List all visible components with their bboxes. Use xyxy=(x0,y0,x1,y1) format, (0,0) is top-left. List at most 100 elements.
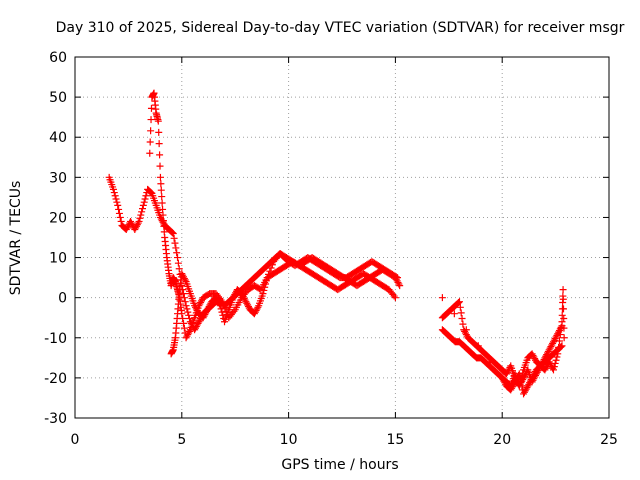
data-point xyxy=(201,311,209,319)
data-point xyxy=(205,302,213,310)
data-point xyxy=(147,104,155,112)
data-point xyxy=(117,217,125,225)
data-point xyxy=(532,370,540,378)
data-point xyxy=(220,301,228,309)
data-point xyxy=(146,138,154,146)
x-tick-label: 10 xyxy=(280,432,298,448)
data-point xyxy=(175,265,183,273)
data-point xyxy=(181,298,189,306)
data-point xyxy=(553,353,561,361)
data-point xyxy=(146,188,154,196)
data-point xyxy=(180,319,188,327)
data-point xyxy=(168,229,176,237)
data-point xyxy=(503,368,511,376)
data-point xyxy=(157,180,165,188)
data-point xyxy=(462,326,470,334)
data-point xyxy=(547,343,555,351)
data-point xyxy=(110,189,118,197)
data-point xyxy=(191,324,199,332)
data-point xyxy=(219,311,227,319)
data-point xyxy=(519,375,527,383)
data-point xyxy=(185,315,193,323)
data-point xyxy=(183,332,191,340)
data-point xyxy=(183,305,191,313)
data-point xyxy=(185,311,193,319)
data-point xyxy=(134,219,142,227)
data-point xyxy=(542,364,550,372)
data-point xyxy=(555,337,563,345)
data-point xyxy=(114,201,122,209)
data-point xyxy=(560,334,568,342)
data-point xyxy=(181,276,189,284)
data-point xyxy=(549,364,557,372)
data-point xyxy=(456,303,464,311)
data-point xyxy=(127,217,135,225)
data-point xyxy=(549,338,557,346)
y-tick-label: 60 xyxy=(49,50,67,66)
data-point xyxy=(502,370,510,378)
y-tick-label: 50 xyxy=(49,90,67,106)
data-point xyxy=(147,189,155,197)
data-point xyxy=(540,355,548,363)
data-point xyxy=(142,192,150,200)
data-point xyxy=(531,373,539,381)
data-point xyxy=(238,290,246,298)
data-point xyxy=(156,151,164,159)
data-point xyxy=(486,358,494,366)
data-point xyxy=(133,221,141,229)
data-point xyxy=(474,342,482,350)
data-point xyxy=(438,294,446,302)
data-point xyxy=(156,162,164,170)
data-point xyxy=(122,225,130,233)
data-point xyxy=(549,366,557,374)
data-point xyxy=(157,186,165,194)
data-point xyxy=(522,385,530,393)
data-point xyxy=(530,353,538,361)
data-point xyxy=(147,116,155,124)
y-tick-label: 10 xyxy=(49,251,67,267)
data-point xyxy=(560,324,568,332)
data-point xyxy=(252,307,260,315)
data-point xyxy=(529,351,537,359)
data-point xyxy=(528,378,536,386)
data-point xyxy=(158,199,166,207)
data-point xyxy=(531,355,539,363)
data-point xyxy=(545,346,553,354)
data-point xyxy=(544,347,552,355)
data-point xyxy=(523,384,531,392)
data-point xyxy=(191,302,199,310)
data-point xyxy=(250,310,258,318)
data-point xyxy=(558,311,566,319)
data-point xyxy=(560,305,568,313)
data-point xyxy=(556,331,564,339)
data-point xyxy=(115,209,123,217)
data-point xyxy=(180,324,188,332)
data-point xyxy=(260,286,268,294)
data-point xyxy=(539,357,547,365)
data-point xyxy=(192,323,200,331)
data-point xyxy=(168,228,176,236)
data-point xyxy=(174,254,182,262)
data-point xyxy=(191,303,199,311)
data-point xyxy=(268,261,276,269)
data-point xyxy=(179,271,187,279)
data-point xyxy=(461,327,469,335)
data-point xyxy=(517,379,525,387)
x-tick-label: 0 xyxy=(71,432,80,448)
data-point xyxy=(155,128,163,136)
data-point xyxy=(140,198,148,206)
data-point xyxy=(395,280,403,288)
data-point xyxy=(213,295,221,303)
data-point xyxy=(137,211,145,219)
data-point xyxy=(238,291,246,299)
data-point xyxy=(132,224,140,232)
data-point xyxy=(518,377,526,385)
data-point xyxy=(147,127,155,135)
data-point xyxy=(185,327,193,335)
data-point xyxy=(244,301,252,309)
data-point xyxy=(515,382,523,390)
data-point xyxy=(141,195,149,203)
data-point xyxy=(214,297,222,305)
data-point xyxy=(555,343,563,351)
